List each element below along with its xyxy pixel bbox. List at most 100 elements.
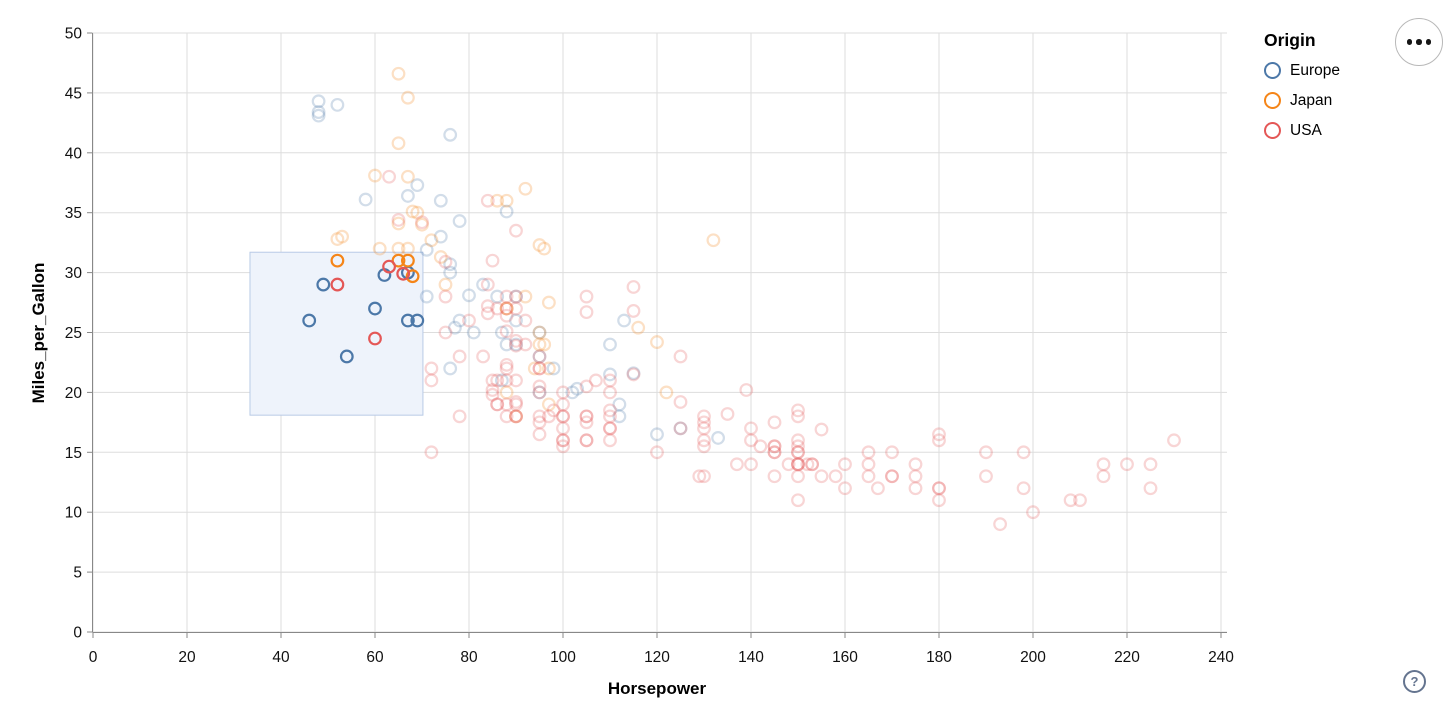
scatter-point <box>509 397 523 412</box>
scatter-point <box>438 325 453 340</box>
scatter-point <box>419 242 434 257</box>
scatter-point <box>814 469 829 484</box>
scatter-point <box>410 178 425 193</box>
scatter-point <box>335 229 350 244</box>
scatter-point <box>673 421 688 436</box>
scatter-point <box>415 215 429 230</box>
scatter-point <box>476 277 491 292</box>
scatter-point <box>490 193 505 208</box>
scatter-point <box>396 266 411 281</box>
scatter-point <box>791 469 805 484</box>
scatter-point <box>499 361 514 376</box>
scatter-point <box>570 381 584 396</box>
scatter-point <box>509 289 523 304</box>
scatter-point <box>885 469 899 484</box>
scatter-point <box>744 433 758 448</box>
scatter-point <box>518 181 533 196</box>
scatter-point <box>499 397 514 412</box>
scatter-point <box>452 214 467 228</box>
scatter-point <box>579 433 594 448</box>
scatter-point <box>424 361 439 376</box>
scatter-point <box>518 337 533 352</box>
scatter-point <box>908 457 923 472</box>
scatter-point <box>711 431 725 445</box>
scatter-point <box>791 439 805 454</box>
more-options-button[interactable] <box>1395 18 1443 66</box>
scatter-point <box>542 295 556 310</box>
scatter-point <box>466 325 481 340</box>
scatter-point <box>579 409 594 424</box>
scatter-point <box>673 421 688 436</box>
scatter-point <box>603 421 617 436</box>
scatter-point <box>1063 493 1078 508</box>
scatter-point <box>499 337 514 352</box>
y-tick-label: 30 <box>65 265 83 282</box>
scatter-point <box>499 193 514 208</box>
scatter-point <box>603 385 617 400</box>
scatter-point <box>744 421 758 436</box>
japan-symbol-icon <box>1264 92 1281 109</box>
scatter-point <box>1096 457 1111 472</box>
scatter-point <box>791 445 805 460</box>
scatter-point <box>509 395 523 409</box>
scatter-point <box>438 289 453 304</box>
scatter-point <box>767 415 782 430</box>
scatter-point <box>330 232 345 246</box>
x-tick-label: 60 <box>366 649 384 666</box>
scatter-point <box>499 409 514 424</box>
y-tick-label: 5 <box>73 565 82 582</box>
scatter-point <box>556 385 570 400</box>
scatter-point <box>368 301 382 316</box>
scatter-point <box>532 337 547 352</box>
y-tick-label: 50 <box>65 26 83 43</box>
scatter-point <box>546 403 561 418</box>
scatter-point <box>730 457 744 472</box>
scatter-point <box>410 313 425 328</box>
legend-label-europe: Europe <box>1290 61 1340 79</box>
scatter-point <box>579 409 594 424</box>
scatter-point <box>509 409 523 424</box>
scatter-point <box>626 304 641 318</box>
scatter-point <box>433 193 448 208</box>
scatter-point <box>452 349 467 364</box>
scatter-point <box>509 409 523 424</box>
scatter-point <box>391 66 406 81</box>
scatter-point <box>490 397 505 412</box>
scatter-point <box>382 169 397 184</box>
scatter-point <box>330 277 345 292</box>
scatter-point <box>358 192 373 207</box>
x-tick-label: 100 <box>550 649 576 666</box>
europe-symbol-icon <box>1264 62 1281 79</box>
scatter-point <box>462 313 476 328</box>
scatter-point <box>650 445 664 460</box>
scatter-point <box>650 335 664 349</box>
scatter-point <box>410 205 425 220</box>
scatter-point <box>499 385 514 400</box>
scatter-point <box>509 373 523 388</box>
x-tick-label: 200 <box>1020 649 1046 666</box>
x-tick-label: 0 <box>89 649 98 666</box>
y-tick-label: 25 <box>65 325 82 342</box>
scatter-point <box>556 421 570 436</box>
scatter-point <box>480 306 495 321</box>
help-button[interactable]: ? <box>1403 670 1426 693</box>
scatter-point <box>791 457 805 472</box>
scatter-point <box>1073 493 1087 508</box>
scatter-point <box>311 105 326 119</box>
scatter-point <box>424 233 439 248</box>
scatter-point <box>509 223 523 238</box>
scatter-point <box>861 445 876 460</box>
scatter-point <box>509 338 523 353</box>
scatter-point <box>805 457 819 472</box>
scatter-point <box>565 385 580 400</box>
scatter-point <box>673 395 688 409</box>
scatter-point <box>791 433 805 448</box>
scatter-point <box>490 397 505 412</box>
scatter-point <box>499 308 514 323</box>
scatter-point <box>1096 469 1111 484</box>
scatter-point <box>330 97 345 112</box>
scatter-point <box>556 409 570 424</box>
scatter-point <box>311 108 326 123</box>
scatter-point <box>401 313 415 328</box>
